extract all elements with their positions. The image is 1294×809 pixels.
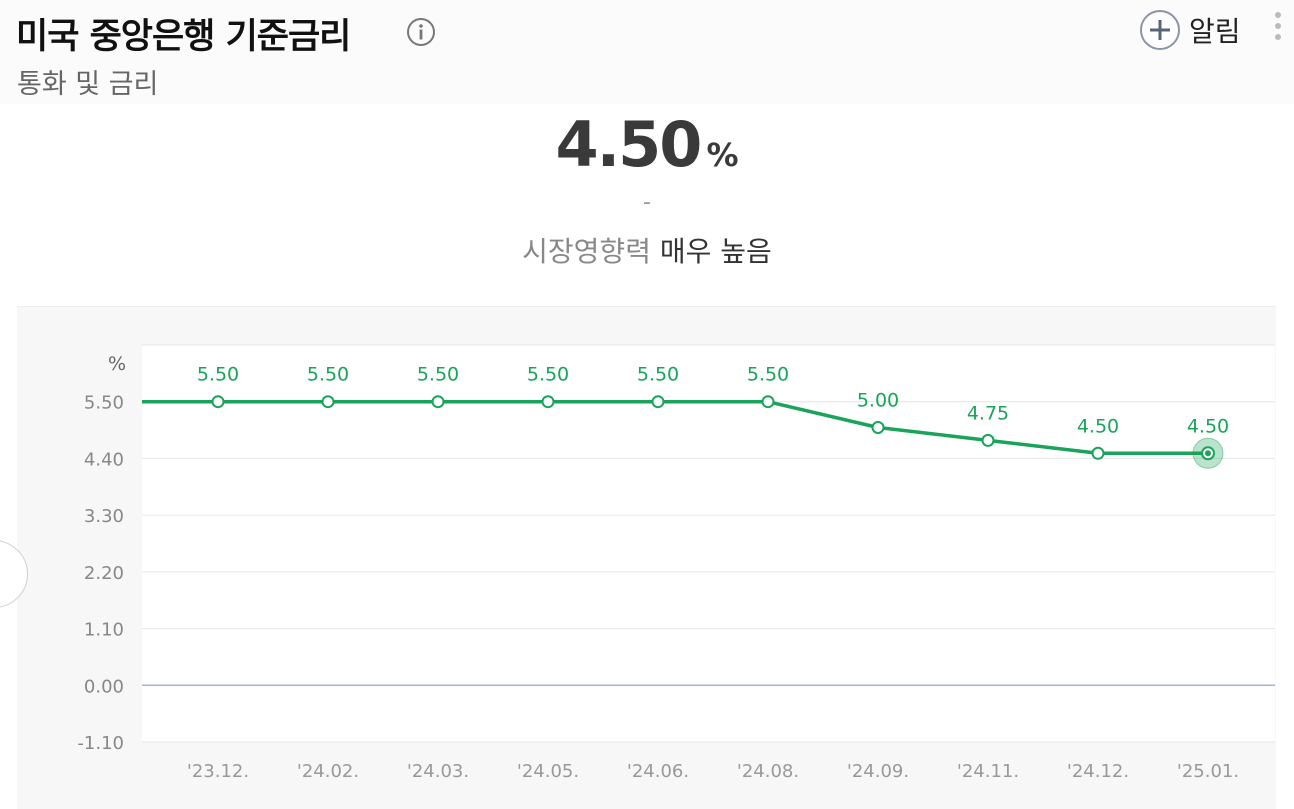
data-point bbox=[541, 395, 555, 409]
x-tick-label: '25.01. bbox=[1177, 761, 1239, 782]
data-label: 5.50 bbox=[637, 364, 679, 386]
data-point bbox=[211, 395, 225, 409]
impact-value: 매우 높음 bbox=[659, 235, 772, 268]
y-tick-label: -1.10 bbox=[77, 733, 124, 754]
rate-unit: % bbox=[706, 136, 739, 174]
data-label: 4.50 bbox=[1187, 415, 1229, 437]
category-subtitle[interactable]: 통화 및 금리 bbox=[17, 69, 159, 100]
data-label: 5.50 bbox=[307, 364, 349, 386]
page-title: 미국 중앙은행 기준금리 bbox=[16, 17, 351, 57]
rate-value: 4.50 bbox=[555, 108, 702, 181]
data-point bbox=[761, 395, 775, 409]
y-tick-label: 5.50 bbox=[84, 393, 124, 414]
header: 미국 중앙은행 기준금리 통화 및 금리 알림 bbox=[0, 0, 1294, 104]
chart-panel: % 5.50 4.40 3.30 2.20 1.10 0.00 -1.10 '23.12. '24… bbox=[17, 306, 1276, 809]
data-label: 5.50 bbox=[527, 364, 569, 386]
current-value: 4.50% bbox=[0, 108, 1294, 181]
x-tick-label: '24.11. bbox=[957, 761, 1019, 782]
impact-label: 시장영향력 bbox=[522, 235, 651, 268]
data-point bbox=[321, 395, 335, 409]
alert-label: 알림 bbox=[1189, 15, 1241, 48]
data-label: 5.50 bbox=[417, 364, 459, 386]
x-tick-label: '23.12. bbox=[187, 761, 249, 782]
data-point bbox=[651, 395, 665, 409]
data-label: 4.50 bbox=[1077, 415, 1119, 437]
x-tick-label: '24.03. bbox=[407, 761, 469, 782]
x-tick-label: '24.05. bbox=[517, 761, 579, 782]
x-tick-label: '24.06. bbox=[627, 761, 689, 782]
data-label: 5.00 bbox=[857, 389, 899, 411]
vertical-dots-icon[interactable] bbox=[1268, 10, 1288, 44]
x-tick-label: '24.02. bbox=[297, 761, 359, 782]
y-axis-label: % bbox=[108, 353, 126, 375]
x-tick-label: '24.12. bbox=[1067, 761, 1129, 782]
add-alert-button[interactable]: 알림 bbox=[1139, 8, 1241, 52]
plus-circle-icon bbox=[1140, 10, 1180, 50]
x-tick-label: '24.08. bbox=[737, 761, 799, 782]
y-tick-label: 1.10 bbox=[84, 620, 124, 641]
y-tick-label: 3.30 bbox=[84, 506, 124, 527]
x-tick-label: '24.09. bbox=[847, 761, 909, 782]
data-point-center bbox=[1205, 450, 1211, 457]
data-label: 4.75 bbox=[967, 402, 1009, 424]
info-icon[interactable] bbox=[406, 17, 436, 47]
y-tick-label: 0.00 bbox=[84, 676, 124, 697]
plot-area bbox=[142, 345, 1275, 742]
change-value: - bbox=[643, 190, 651, 215]
market-impact: 시장영향력 매우 높음 bbox=[0, 230, 1294, 270]
data-point bbox=[431, 395, 445, 409]
data-point bbox=[871, 420, 885, 434]
rate-line-chart[interactable]: % 5.50 4.40 3.30 2.20 1.10 0.00 -1.10 '23.12. '24… bbox=[17, 307, 1276, 809]
data-label: 5.50 bbox=[197, 364, 239, 386]
data-label: 5.50 bbox=[747, 364, 789, 386]
y-tick-label: 4.40 bbox=[84, 449, 124, 470]
y-tick-label: 2.20 bbox=[84, 563, 124, 584]
data-point bbox=[1091, 446, 1105, 460]
data-point bbox=[981, 433, 995, 447]
